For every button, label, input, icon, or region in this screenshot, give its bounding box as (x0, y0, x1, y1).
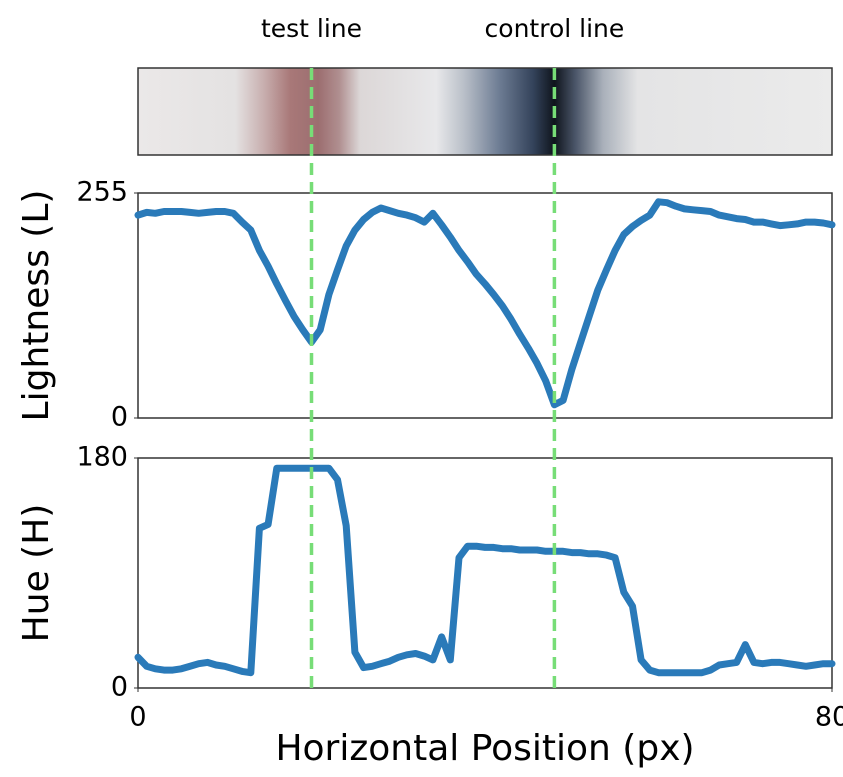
y-tick-label: 180 (76, 442, 128, 473)
plot-frame (137, 192, 833, 419)
y-axis-label: Hue (H) (16, 504, 57, 643)
y-tick-label: 0 (111, 402, 128, 433)
y-tick-label: 0 (111, 672, 128, 703)
x-axis-label: Horizontal Position (px) (275, 728, 694, 769)
data-line (134, 464, 836, 677)
x-tick-label: 0 (129, 702, 146, 733)
y-tick-label: 255 (76, 177, 128, 208)
plot-frame (137, 457, 833, 689)
data-line (134, 198, 836, 409)
y-axis-label: Lightness (L) (16, 190, 57, 422)
marker-label: test line (261, 14, 362, 43)
marker-label: control line (485, 14, 625, 43)
x-tick-label: 80 (815, 702, 843, 733)
test-strip-image (137, 67, 833, 156)
